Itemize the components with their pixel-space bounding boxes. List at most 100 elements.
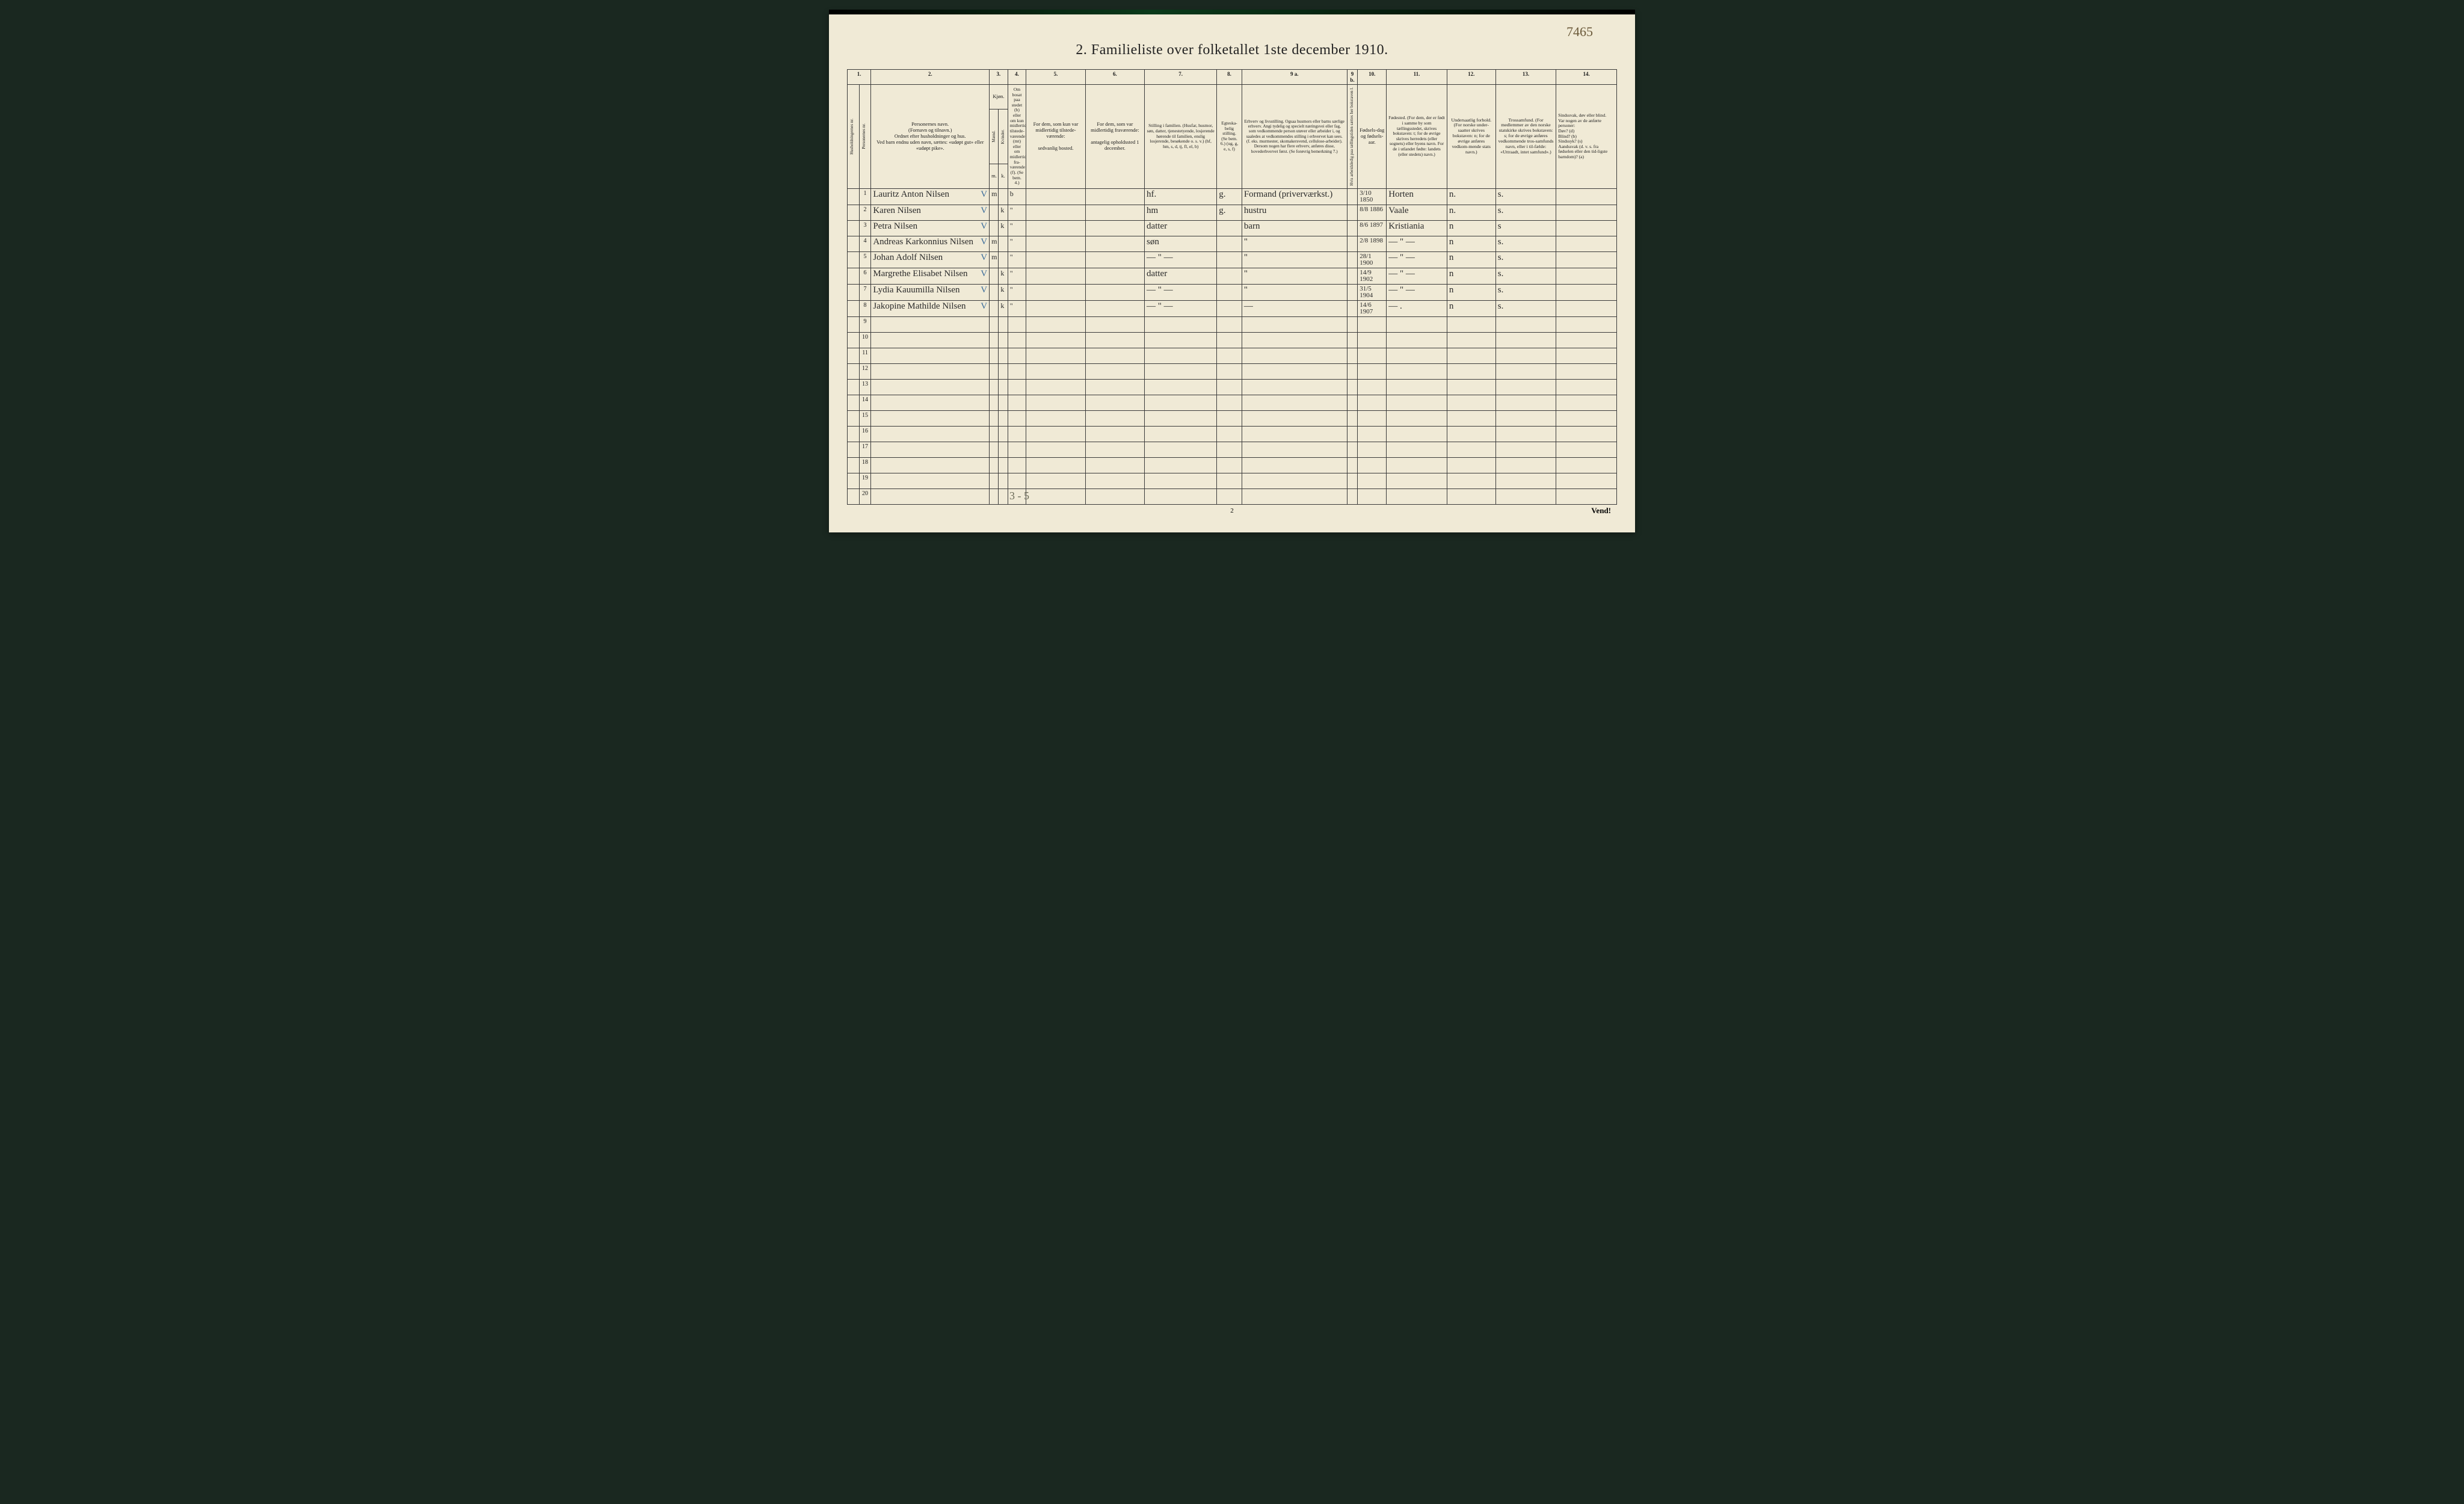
cell (1347, 348, 1357, 363)
hdr-sex-k: Kvinder. (999, 109, 1008, 164)
sex-k: k (999, 220, 1008, 236)
birth-date: 3/10 1850 (1358, 188, 1387, 205)
hdr-sex: Kjøn. (990, 85, 1008, 109)
cell (1358, 442, 1387, 457)
disability (1556, 236, 1617, 251)
occupation: " (1242, 236, 1347, 251)
cell (1085, 426, 1144, 442)
table-row-empty: 20 (848, 488, 1617, 504)
cell (871, 363, 990, 379)
household-nr (848, 348, 860, 363)
cell (990, 473, 999, 488)
birth-date: 28/1 1900 (1358, 251, 1387, 268)
cell (1495, 426, 1556, 442)
hdr-hh: Husholdningernes nr. (848, 85, 860, 189)
nationality: n (1447, 268, 1495, 284)
cell (1358, 332, 1387, 348)
occupation: barn (1242, 220, 1347, 236)
cell (1447, 442, 1495, 457)
sex-k: k (999, 284, 1008, 300)
cell (990, 395, 999, 410)
household-nr (848, 300, 860, 316)
cell (1447, 332, 1495, 348)
marital-status (1217, 284, 1242, 300)
family-position: hf. (1145, 188, 1217, 205)
cell (1085, 473, 1144, 488)
household-nr (848, 473, 860, 488)
cell (1495, 348, 1556, 363)
table-row: 5Johan Adolf Nilsen Vm"— " —"28/1 1900— … (848, 251, 1617, 268)
marital-status (1217, 251, 1242, 268)
cell (1085, 488, 1144, 504)
cell (1026, 363, 1085, 379)
household-nr (848, 220, 860, 236)
sex-m (990, 300, 999, 316)
occupation: " (1242, 284, 1347, 300)
table-row: 8Jakopine Mathilde Nilsen Vk"— " ——14/6 … (848, 300, 1617, 316)
temp-location (1085, 268, 1144, 284)
sex-k (999, 188, 1008, 205)
hdr-name: Personernes navn. (Fornavn og tilnavn.) … (871, 85, 990, 189)
cell (1387, 363, 1447, 379)
cell (1217, 488, 1242, 504)
marital-status (1217, 220, 1242, 236)
marital-status: g. (1217, 205, 1242, 220)
cell (871, 316, 990, 332)
cell (1026, 488, 1085, 504)
hdr-4: Om bosat paa stedet (b) eller om kun mid… (1008, 85, 1026, 189)
cell (1447, 457, 1495, 473)
person-nr: 19 (859, 473, 871, 488)
cell (1217, 457, 1242, 473)
table-row: 2Karen Nilsen Vk"hmg.hustru8/8 188606Vaa… (848, 205, 1617, 220)
cell (871, 488, 990, 504)
cell (1242, 395, 1347, 410)
cell (1242, 473, 1347, 488)
cell (1145, 457, 1217, 473)
household-nr (848, 379, 860, 395)
person-nr: 13 (859, 379, 871, 395)
person-name: Margrethe Elisabet Nilsen V (871, 268, 990, 284)
cell (1085, 316, 1144, 332)
cell (1242, 316, 1347, 332)
cell (1242, 457, 1347, 473)
colnum-2: 2. (871, 70, 990, 85)
household-nr (848, 251, 860, 268)
cell (1347, 379, 1357, 395)
cell (1008, 363, 1026, 379)
cell (1085, 410, 1144, 426)
cell (1008, 457, 1026, 473)
cell (1347, 426, 1357, 442)
cell (1085, 348, 1144, 363)
family-position: hm (1145, 205, 1217, 220)
cell (999, 488, 1008, 504)
cell (1008, 473, 1026, 488)
cell (990, 457, 999, 473)
hdr-sex-kk: k. (999, 164, 1008, 189)
nationality: n (1447, 220, 1495, 236)
cell (1242, 426, 1347, 442)
usual-residence (1026, 251, 1085, 268)
cell (990, 442, 999, 457)
unemployed (1347, 284, 1357, 300)
sex-m: m (990, 188, 999, 205)
hdr-sex-m: Mænd. (990, 109, 999, 164)
cell (1358, 473, 1387, 488)
household-nr (848, 426, 860, 442)
person-nr: 15 (859, 410, 871, 426)
cell (871, 395, 990, 410)
column-number-row: 1. 2. 3. 4. 5. 6. 7. 8. 9 a. 9 b. 10. 11… (848, 70, 1617, 85)
person-nr: 20 (859, 488, 871, 504)
cell (1387, 488, 1447, 504)
cell (999, 332, 1008, 348)
cell (1347, 395, 1357, 410)
person-nr: 11 (859, 348, 871, 363)
cell (1217, 426, 1242, 442)
cell (1447, 363, 1495, 379)
cell (1495, 316, 1556, 332)
cell (1085, 395, 1144, 410)
cell (1347, 442, 1357, 457)
cell (1145, 363, 1217, 379)
hdr-8: Egteska-belig stilling. (Se bem. 6.) (ug… (1217, 85, 1242, 189)
disability (1556, 268, 1617, 284)
cell (1387, 348, 1447, 363)
